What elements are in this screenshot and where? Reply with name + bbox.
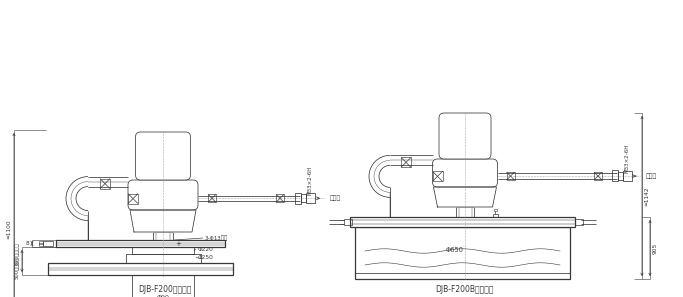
Bar	[344, 219, 352, 225]
Bar	[401, 157, 411, 168]
Bar	[48, 263, 233, 275]
Text: Φ220: Φ220	[198, 247, 214, 252]
Text: 出油口: 出油口	[646, 173, 657, 179]
Text: ≈1100: ≈1100	[7, 219, 12, 239]
Bar	[128, 194, 138, 204]
Bar	[132, 247, 194, 254]
Bar	[432, 171, 443, 181]
FancyBboxPatch shape	[432, 159, 497, 187]
Bar	[39, 243, 43, 246]
Bar	[612, 170, 618, 181]
Bar	[618, 172, 623, 180]
Bar	[594, 172, 602, 180]
Bar	[494, 209, 497, 211]
Text: DJB-F200型外形图: DJB-F200型外形图	[139, 285, 192, 295]
Text: 3-Φ13均布: 3-Φ13均布	[205, 235, 228, 241]
Bar	[301, 194, 306, 202]
Text: 500（最小）: 500（最小）	[14, 257, 20, 279]
Bar	[623, 171, 632, 181]
Bar	[355, 227, 570, 279]
Text: M33×2-6H: M33×2-6H	[624, 144, 630, 173]
Bar	[126, 254, 201, 263]
Bar	[132, 275, 194, 297]
Text: +: +	[175, 241, 181, 247]
Bar	[306, 193, 315, 203]
Text: 905: 905	[652, 242, 658, 254]
Bar	[56, 240, 225, 247]
Bar	[575, 219, 583, 225]
FancyBboxPatch shape	[439, 113, 491, 159]
Text: Φ650: Φ650	[446, 247, 464, 253]
Text: M33×2-6H: M33×2-6H	[307, 166, 313, 195]
Bar	[153, 232, 173, 240]
Text: Φ90: Φ90	[156, 295, 169, 297]
Text: 8: 8	[26, 241, 30, 246]
Bar	[39, 241, 43, 244]
Bar	[208, 194, 216, 202]
Polygon shape	[434, 187, 497, 207]
Text: Φ250: Φ250	[198, 255, 214, 260]
Bar	[507, 172, 514, 180]
Text: 690（最大）: 690（最大）	[14, 243, 20, 265]
Text: ≈1142: ≈1142	[645, 186, 650, 206]
FancyBboxPatch shape	[135, 132, 191, 180]
Bar	[295, 192, 301, 204]
Bar	[100, 178, 110, 189]
Bar	[456, 207, 474, 217]
Bar	[276, 194, 284, 202]
Bar	[350, 217, 575, 227]
FancyBboxPatch shape	[128, 180, 198, 210]
Bar	[492, 214, 497, 217]
Bar	[43, 241, 53, 246]
Text: 出油口: 出油口	[330, 195, 342, 201]
Polygon shape	[130, 210, 196, 232]
Text: DJB-F200B型外形图: DJB-F200B型外形图	[436, 285, 494, 295]
